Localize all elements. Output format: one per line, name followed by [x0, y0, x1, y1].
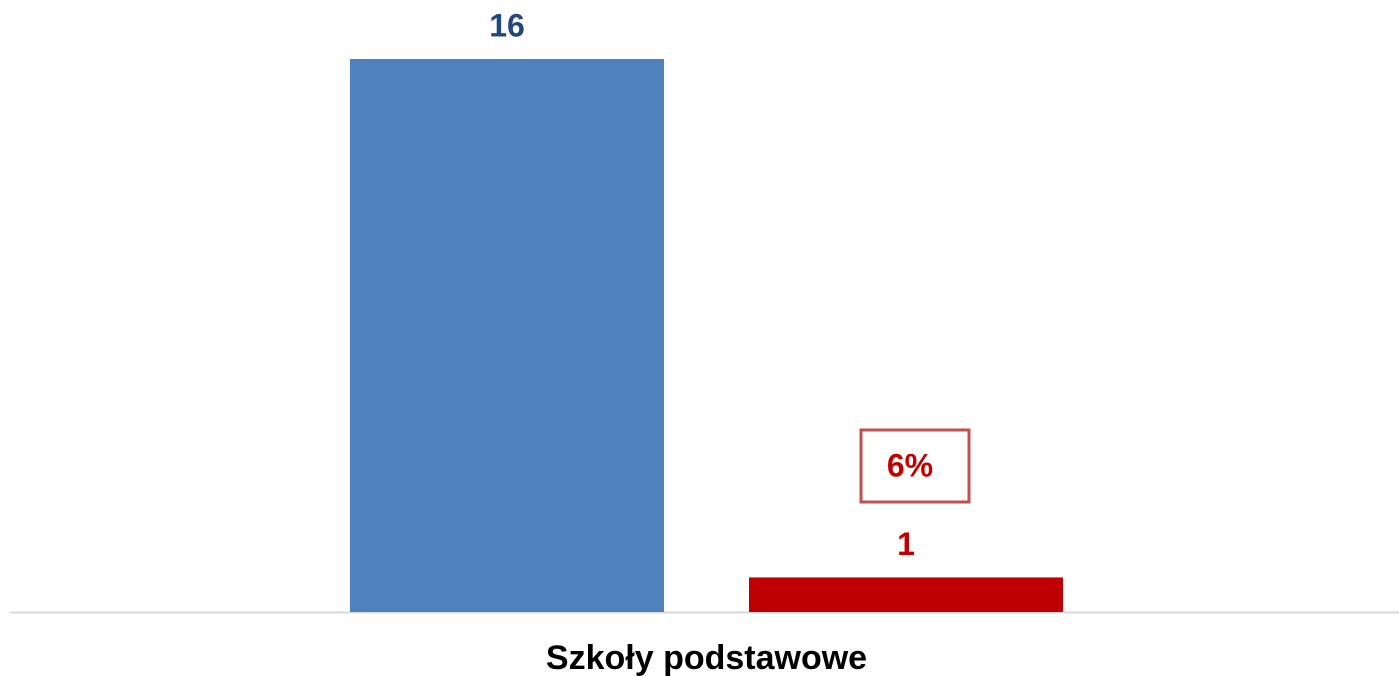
value-label: 1: [897, 526, 915, 562]
annotation: 6%: [887, 447, 933, 483]
annotation-box: [859, 428, 971, 504]
bar: [350, 59, 664, 612]
value-label: 16: [489, 7, 525, 43]
bar: [749, 577, 1063, 612]
x-tick-label: Szkoły podstawowe: [546, 639, 867, 676]
